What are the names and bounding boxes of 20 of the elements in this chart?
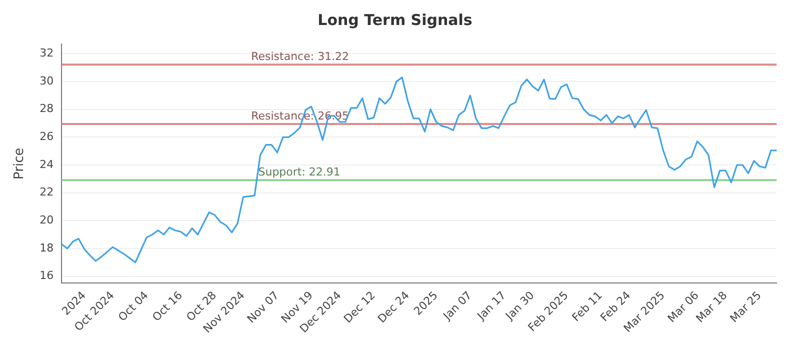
chart-title: Long Term Signals — [318, 10, 472, 29]
y-tick-label: 16 — [40, 269, 54, 282]
y-axis-title: Price — [12, 148, 28, 180]
y-tick-label: 18 — [40, 241, 54, 254]
y-tick-label: 30 — [40, 74, 54, 88]
x-tick-label: Mar 25 — [728, 288, 764, 326]
x-tick-label: Dec 12 — [341, 288, 378, 326]
ref-line-label: Resistance: 31.22 — [251, 50, 350, 63]
x-tick-label: Dec 24 — [375, 288, 412, 326]
y-tick-label: 20 — [40, 213, 54, 226]
y-tick-label: 32 — [40, 46, 54, 60]
y-tick-label: 22 — [40, 186, 54, 199]
y-tick-label: 24 — [40, 158, 54, 171]
ref-line-label: Support: 22.91 — [258, 166, 340, 179]
x-tick-label: Jan 07 — [440, 288, 474, 324]
y-tick-label: 28 — [40, 102, 54, 116]
y-tick-label: 26 — [40, 130, 54, 144]
x-tick-label: Nov 07 — [244, 288, 282, 326]
x-tick-label: Oct 04 — [116, 288, 151, 324]
x-tick-label: Oct 16 — [150, 288, 185, 324]
